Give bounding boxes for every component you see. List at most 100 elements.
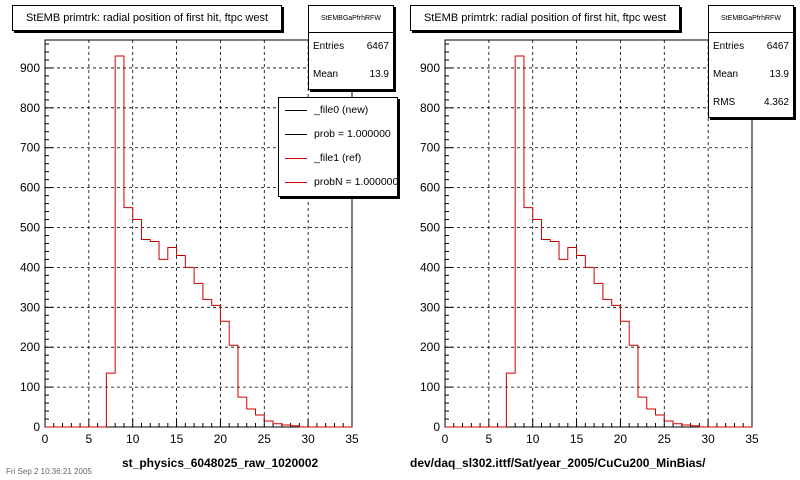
y-tick-label: 200 — [420, 340, 440, 354]
histogram-bin — [577, 255, 586, 427]
x-tick-label: 30 — [701, 432, 715, 446]
histogram-bin — [141, 239, 150, 427]
histogram-bin — [568, 247, 577, 427]
stats-label: Mean — [313, 69, 339, 80]
stats-label: Mean — [713, 69, 739, 80]
stats-row-rms: RMS 4.362 — [709, 89, 793, 117]
x-tick-label: 30 — [301, 432, 315, 446]
histogram-bin — [150, 241, 159, 427]
stats-name: StEMBGaPfrhRFW — [309, 6, 393, 33]
stats-label: Entries — [713, 41, 745, 52]
stats-row-entries: Entries 6467 — [309, 33, 393, 61]
stats-row-entries: Entries 6467 — [709, 33, 793, 61]
histogram-bin — [541, 239, 550, 427]
legend-entry: probN = 1.000000 — [279, 170, 397, 194]
y-tick-label: 500 — [20, 221, 40, 235]
y-tick-label: 900 — [420, 61, 440, 75]
histogram-bin — [238, 397, 247, 427]
legend-line-swatch — [285, 158, 307, 159]
y-tick-label: 0 — [33, 420, 40, 434]
y-tick-label: 600 — [420, 181, 440, 195]
stats-label: Entries — [313, 41, 345, 52]
histogram-bin — [629, 345, 638, 427]
histogram-bin — [194, 283, 203, 427]
histogram-bin — [256, 415, 265, 427]
stats-row-mean: Mean 13.9 — [709, 61, 793, 89]
histogram-bin — [524, 208, 533, 427]
stats-label: RMS — [713, 97, 736, 108]
histogram-bin — [612, 305, 621, 427]
legend-label: prob = 1.000000 — [314, 128, 391, 140]
stats-value: 4.362 — [763, 97, 789, 108]
y-tick-label: 700 — [420, 141, 440, 155]
histogram-bin — [664, 421, 673, 427]
pad-title: StEMB primtrk: radial position of first … — [410, 5, 680, 31]
histogram-bin — [273, 424, 282, 427]
pad-title: StEMB primtrk: radial position of first … — [12, 5, 282, 31]
histogram-bin — [594, 283, 603, 427]
histogram-bin — [106, 373, 115, 427]
stats-name: StEMBGaPfrhRFW — [709, 6, 793, 33]
y-tick-label: 100 — [420, 380, 440, 394]
histogram-bin — [533, 220, 542, 427]
y-tick-label: 800 — [20, 101, 40, 115]
histogram-pad-right: 0 5 10 15 20 25 30 35 0 100 200 300 400 500 600 700 800 9… — [400, 0, 800, 480]
y-tick-label: 800 — [420, 101, 440, 115]
x-tick-label: 25 — [258, 432, 272, 446]
x-axis-title: dev/daq_sl302.ittf/Sat/year_2005/CuCu200… — [410, 456, 706, 470]
histogram-bin — [168, 247, 177, 427]
histogram-bin — [550, 241, 559, 427]
stats-value: 13.9 — [769, 69, 789, 80]
y-tick-label: 700 — [20, 141, 40, 155]
histogram-bin — [212, 305, 221, 427]
histogram-series-line — [45, 55, 352, 428]
legend-line-swatch — [285, 134, 307, 135]
histogram-right: 0 5 10 15 20 25 30 35 0 100 200 300 400 500 600 700 800 9… — [420, 39, 759, 446]
y-tick-label: 400 — [420, 260, 440, 274]
x-tick-label: 15 — [570, 432, 584, 446]
histogram-pad-left: 0 5 10 15 20 25 30 35 0 100 200 300 400 500 600 700 800 9… — [12, 5, 398, 470]
histogram-bin — [603, 299, 612, 427]
histogram-bin — [620, 321, 629, 427]
histogram-bin — [282, 425, 291, 427]
legend-label: _file1 (ref) — [314, 152, 362, 164]
stats-value: 6467 — [766, 41, 789, 52]
legend-line-swatch — [285, 110, 307, 111]
histogram-bin — [115, 56, 124, 427]
stats-box: StEMBGaPfrhRFW Entries 6467 Mean 13.9 — [308, 5, 394, 90]
x-tick-label: 15 — [170, 432, 184, 446]
histogram-bin — [159, 259, 168, 427]
y-tick-label: 300 — [20, 300, 40, 314]
histogram-bin — [559, 259, 568, 427]
x-tick-label: 0 — [42, 432, 49, 446]
y-tick-label: 300 — [420, 300, 440, 314]
legend-label: _file0 (new) — [314, 104, 369, 116]
histogram-bin — [585, 267, 594, 427]
x-tick-label: 35 — [745, 432, 759, 446]
histogram-bin — [691, 426, 700, 427]
legend-entry: _file0 (new) — [279, 98, 397, 122]
x-tick-label: 0 — [442, 432, 449, 446]
stats-row-mean: Mean 13.9 — [309, 61, 393, 89]
legend-box: _file0 (new) prob = 1.000000 _file1 (ref… — [278, 97, 398, 197]
plot-frame — [444, 39, 753, 428]
histogram-bin — [133, 220, 142, 427]
histogram-bin — [203, 299, 212, 427]
x-axis-title: st_physics_6048025_raw_1020002 — [122, 456, 319, 470]
y-tick-label: 400 — [20, 260, 40, 274]
histogram-bin — [506, 373, 515, 427]
histogram-bin — [247, 409, 256, 427]
histogram-bin — [682, 425, 691, 427]
histogram-series-line — [445, 55, 752, 428]
y-tick-label: 900 — [20, 61, 40, 75]
x-tick-label: 25 — [658, 432, 672, 446]
histogram-bin — [647, 409, 656, 427]
histogram-bin — [515, 56, 524, 427]
histogram-bin — [673, 424, 682, 427]
x-tick-label: 35 — [345, 432, 359, 446]
y-tick-label: 200 — [20, 340, 40, 354]
y-tick-label: 600 — [20, 181, 40, 195]
legend-entry: _file1 (ref) — [279, 146, 397, 170]
y-tick-label: 0 — [433, 420, 440, 434]
x-tick-label: 10 — [126, 432, 140, 446]
